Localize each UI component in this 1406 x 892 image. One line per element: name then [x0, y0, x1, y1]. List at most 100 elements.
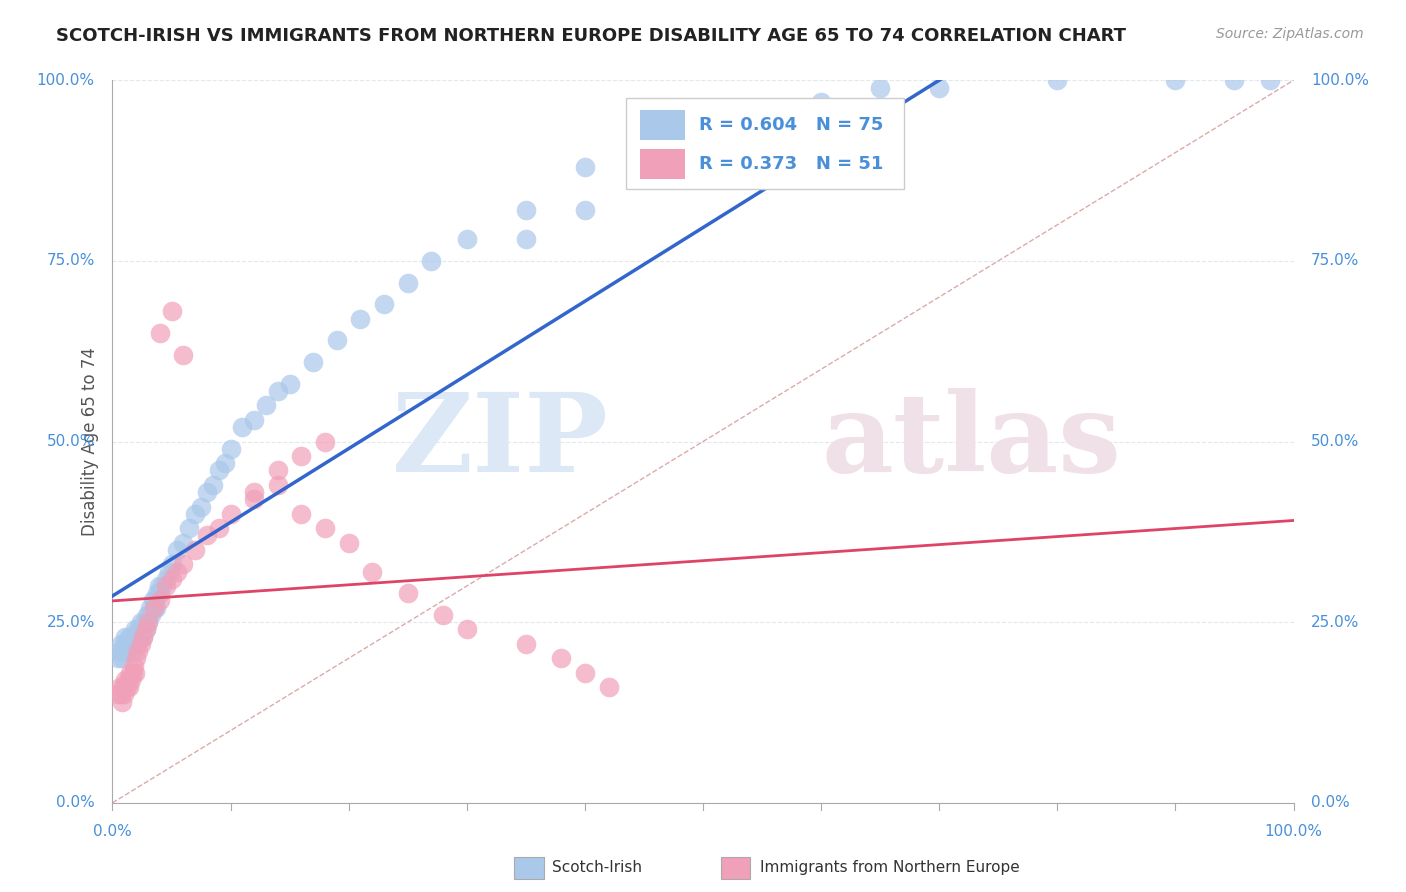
Point [117, 637, 139, 651]
Point [132, 630, 155, 644]
Point [1046, 73, 1069, 87]
Point [243, 413, 266, 427]
Point [120, 673, 142, 687]
Point [114, 630, 136, 644]
Point [142, 593, 165, 607]
Point [139, 600, 162, 615]
Text: 25.0%: 25.0% [46, 615, 94, 630]
Point [396, 586, 419, 600]
Point [115, 680, 138, 694]
Text: R = 0.373   N = 51: R = 0.373 N = 51 [699, 155, 884, 173]
Point [121, 665, 143, 680]
Point [928, 80, 950, 95]
Point [456, 623, 478, 637]
Point [278, 376, 301, 391]
Point [515, 232, 537, 246]
Point [107, 687, 129, 701]
Point [243, 492, 266, 507]
Point [112, 687, 135, 701]
Point [112, 680, 135, 694]
Point [1223, 73, 1246, 87]
Point [115, 644, 138, 658]
Point [155, 579, 177, 593]
Point [120, 637, 142, 651]
Point [117, 673, 139, 687]
Point [243, 485, 266, 500]
Point [290, 449, 312, 463]
Point [108, 680, 131, 694]
Point [172, 558, 194, 572]
Point [172, 535, 194, 549]
Point [201, 478, 224, 492]
Point [149, 593, 172, 607]
Point [127, 644, 149, 658]
Text: atlas: atlas [821, 388, 1121, 495]
Point [110, 637, 132, 651]
Point [136, 615, 159, 630]
Point [120, 665, 142, 680]
Point [267, 463, 290, 477]
Point [160, 572, 183, 586]
Point [160, 304, 183, 318]
Point [208, 463, 231, 477]
Point [267, 384, 290, 398]
Point [150, 579, 173, 593]
Point [135, 607, 157, 622]
Point [160, 558, 183, 572]
Text: 50.0%: 50.0% [1312, 434, 1360, 449]
FancyBboxPatch shape [640, 110, 685, 140]
Point [107, 651, 129, 665]
Point [108, 644, 131, 658]
Point [314, 434, 336, 449]
FancyBboxPatch shape [640, 149, 685, 179]
Point [337, 535, 360, 549]
Point [179, 521, 201, 535]
Point [515, 203, 537, 218]
Point [166, 542, 188, 557]
Point [125, 651, 148, 665]
Text: 0.0%: 0.0% [93, 824, 132, 839]
Point [361, 565, 384, 579]
Point [290, 507, 312, 521]
Point [1164, 73, 1187, 87]
Text: SCOTCH-IRISH VS IMMIGRANTS FROM NORTHERN EUROPE DISABILITY AGE 65 TO 74 CORRELAT: SCOTCH-IRISH VS IMMIGRANTS FROM NORTHERN… [56, 27, 1126, 45]
Point [396, 276, 419, 290]
Point [692, 124, 714, 138]
Point [136, 615, 159, 630]
Point [142, 600, 165, 615]
Text: 0.0%: 0.0% [1312, 796, 1350, 810]
Text: 100.0%: 100.0% [37, 73, 94, 87]
Point [219, 442, 242, 456]
Point [127, 623, 149, 637]
Point [598, 680, 620, 694]
Point [184, 542, 207, 557]
Point [420, 253, 443, 268]
Point [128, 630, 150, 644]
Point [231, 420, 253, 434]
Point [132, 630, 155, 644]
Point [125, 630, 148, 644]
Point [172, 348, 194, 362]
Text: 100.0%: 100.0% [1264, 824, 1323, 839]
Text: 75.0%: 75.0% [46, 253, 94, 268]
Point [124, 623, 146, 637]
Point [142, 600, 165, 615]
Point [254, 398, 277, 412]
Text: ZIP: ZIP [392, 388, 609, 495]
Point [190, 500, 212, 514]
Text: Source: ZipAtlas.com: Source: ZipAtlas.com [1216, 27, 1364, 41]
Point [118, 630, 141, 644]
Point [326, 334, 349, 348]
Text: R = 0.604   N = 75: R = 0.604 N = 75 [699, 116, 884, 134]
Point [550, 651, 572, 665]
Point [751, 102, 773, 116]
Point [131, 623, 153, 637]
FancyBboxPatch shape [515, 857, 544, 879]
Text: 50.0%: 50.0% [46, 434, 94, 449]
Point [135, 623, 157, 637]
Point [121, 644, 143, 658]
Point [1258, 73, 1281, 87]
Point [146, 586, 169, 600]
Point [129, 637, 152, 651]
Point [135, 623, 157, 637]
